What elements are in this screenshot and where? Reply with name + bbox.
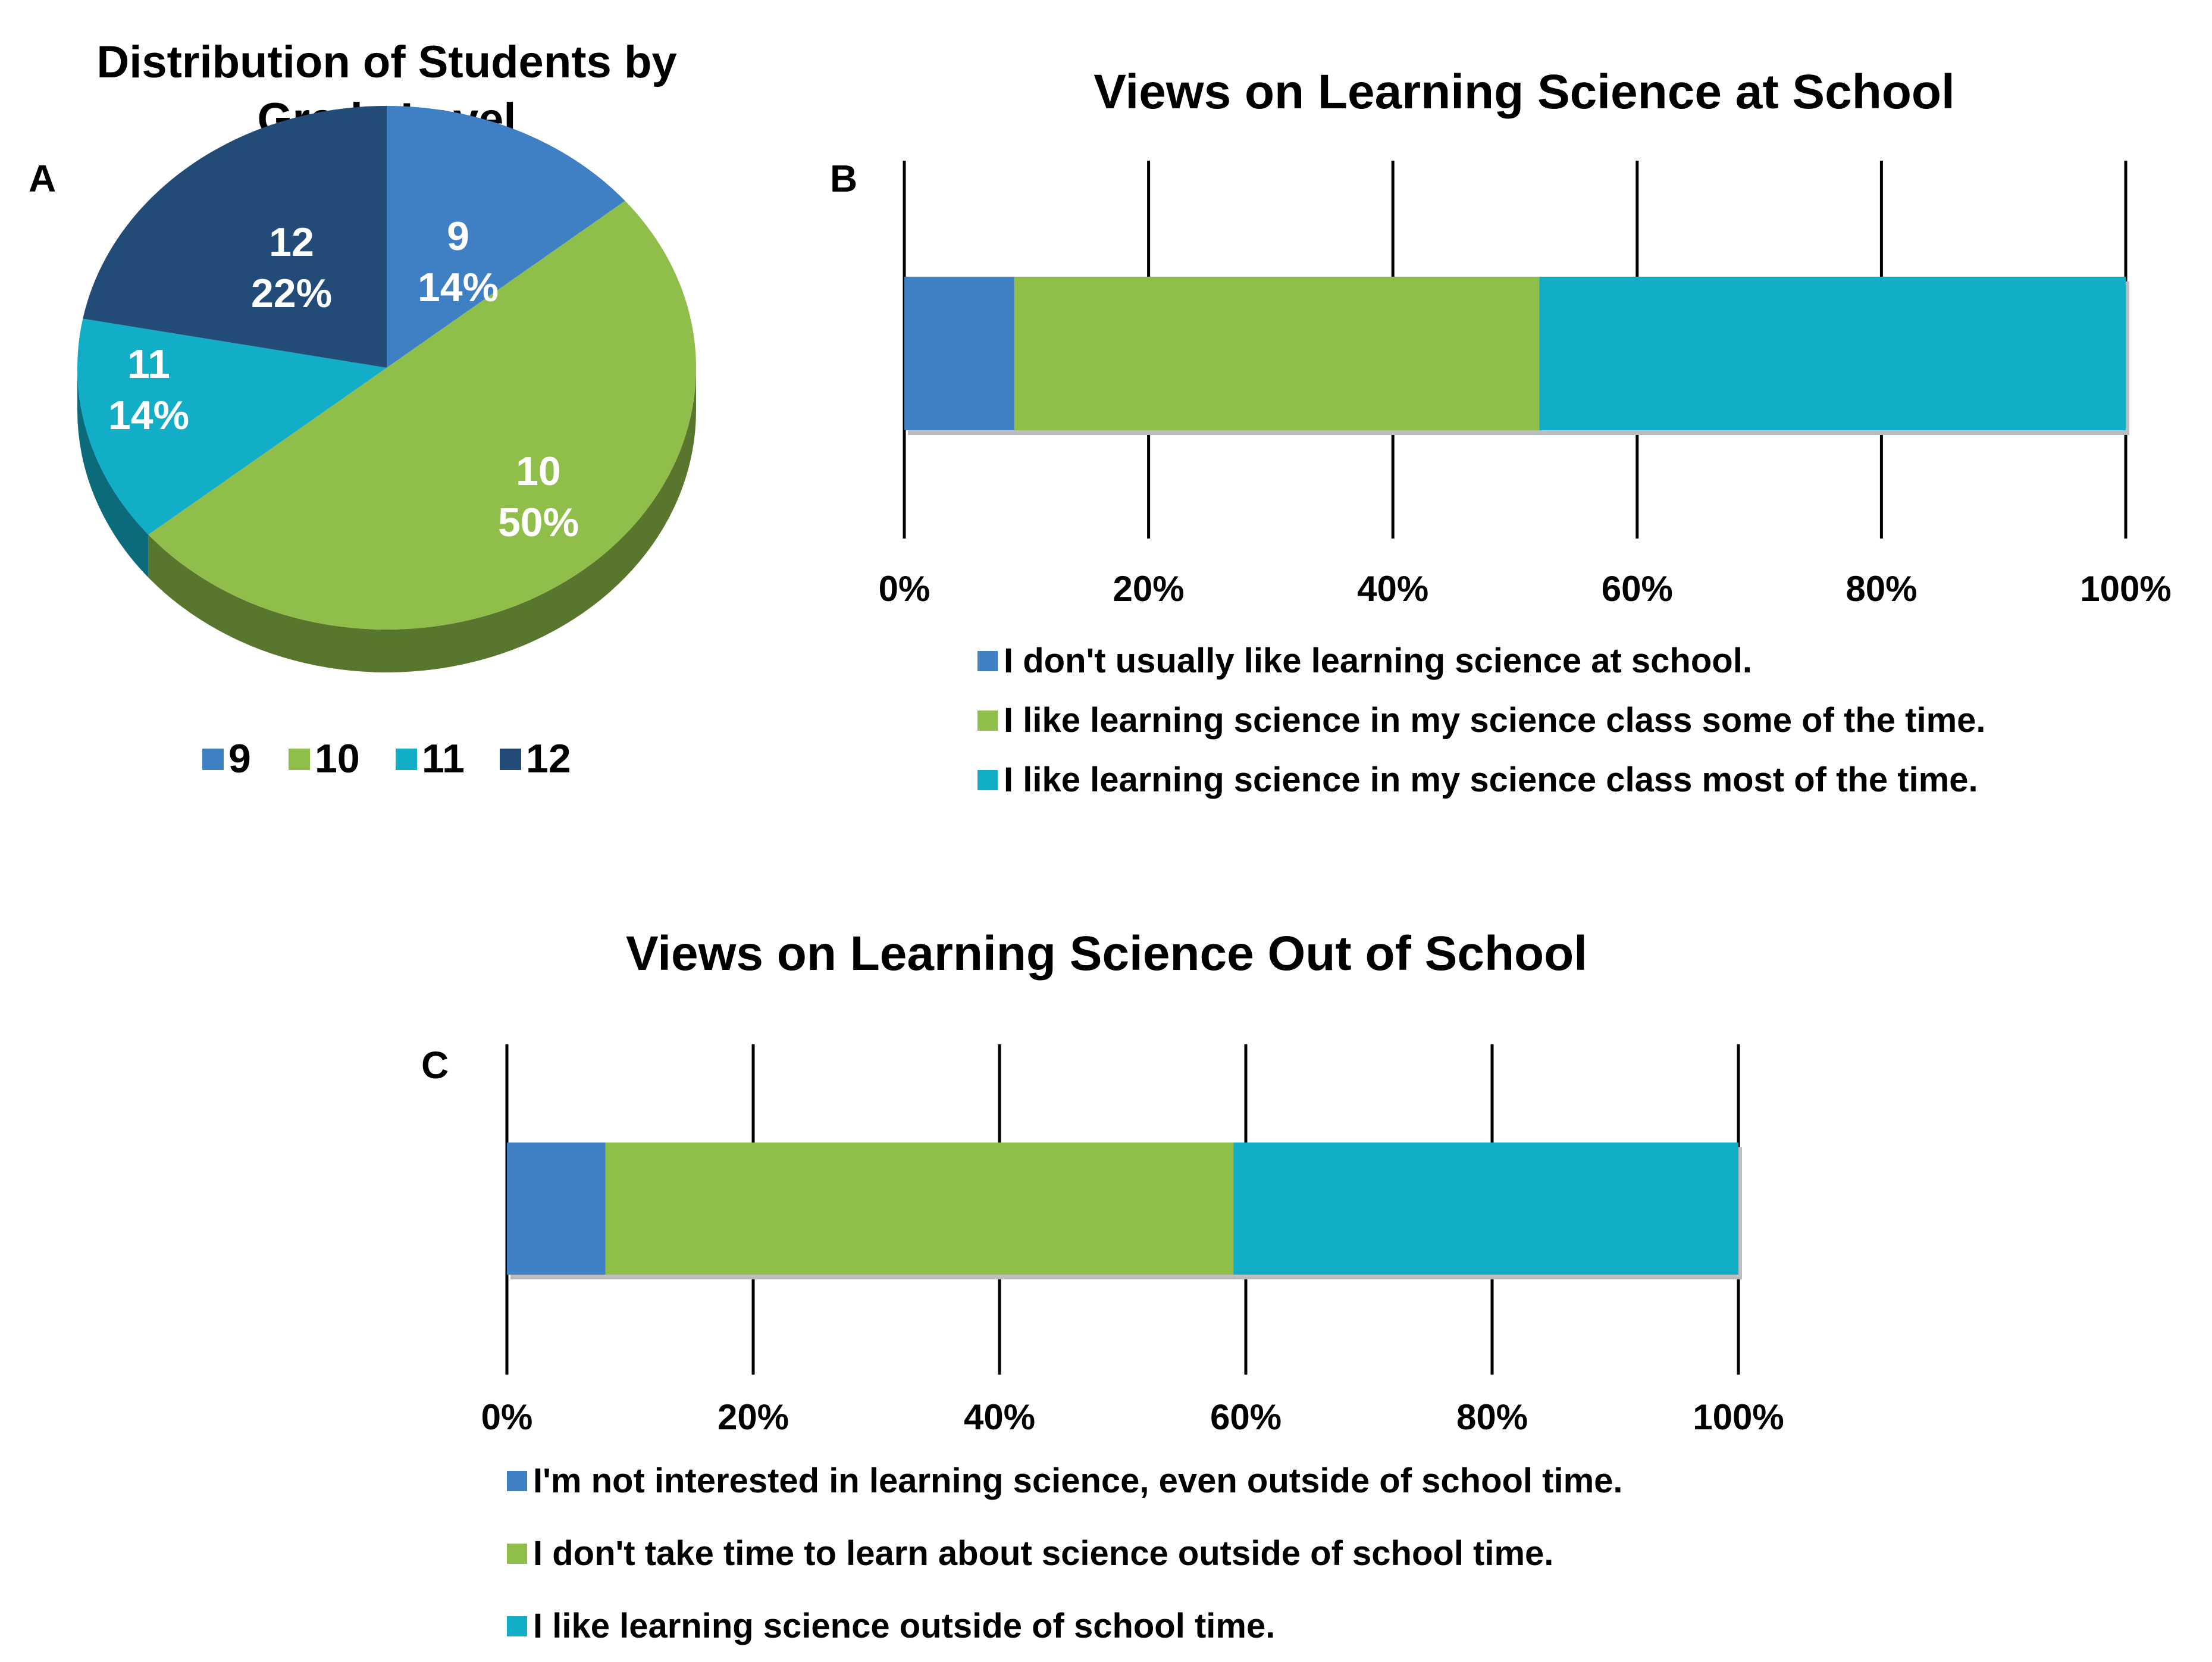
pie-slice-11: [77, 318, 387, 535]
bar-chart-b-legend-swatch-0: [977, 651, 998, 671]
bar-chart-c-legend-label-2: I like learning science outside of schoo…: [533, 1607, 1275, 1645]
pie-legend-swatch-10: [289, 749, 310, 770]
bar-chart-c-legend-label-0: I'm not interested in learning science, …: [533, 1461, 1623, 1500]
bar-chart-b-legend-label-2: I like learning science in my science cl…: [1004, 760, 1978, 799]
bar-chart-c-plot: 0% 20% 40% 60% 80% 100%: [481, 1044, 1784, 1437]
bar-chart-b-bar-segment-2: [1539, 277, 2126, 430]
pie-slice-label-pct-12: 22%: [251, 271, 332, 316]
bar-chart-c-tick-label-1: 20%: [718, 1397, 789, 1437]
panel-label-c: C: [421, 1044, 449, 1087]
bar-chart-b-tick-label-2: 40%: [1357, 569, 1428, 609]
bar-chart-b-bar-segment-1: [1014, 277, 1540, 430]
bar-chart-c-bar-segment-1: [605, 1143, 1234, 1275]
bar-chart-b-legend-label-1: I like learning science in my science cl…: [1004, 701, 1986, 740]
pie-slices: [77, 106, 696, 630]
pie-slice-label-name-10: 10: [516, 449, 561, 494]
pie-side-11: [77, 368, 149, 578]
panel-label-a: A: [29, 157, 56, 200]
pie-slice-label-name-12: 12: [269, 220, 314, 265]
bar-chart-c-tick-label-3: 60%: [1210, 1397, 1282, 1437]
pie-slice-label-pct-11: 14%: [108, 393, 189, 438]
bar-chart-b-legend-swatch-2: [977, 770, 998, 790]
panel-label-b: B: [830, 157, 857, 200]
pie-slice-label-pct-10: 50%: [498, 500, 579, 545]
panel-c-stacked-bar-chart: C Views on Learning Science Out of Schoo…: [421, 927, 1784, 1645]
bar-chart-c-tick-label-0: 0%: [481, 1397, 533, 1437]
bar-chart-c-legend-swatch-1: [507, 1544, 527, 1564]
pie-slice-label-name-9: 9: [447, 214, 469, 259]
bar-chart-b-bar-segment-0: [904, 277, 1014, 430]
panel-b-stacked-bar-chart: B Views on Learning Science at School 0%…: [830, 65, 2172, 799]
bar-chart-b-legend-label-0: I don't usually like learning science at…: [1004, 641, 1752, 680]
bar-chart-c-legend: I'm not interested in learning science, …: [507, 1461, 1623, 1645]
bar-chart-c-tick-label-4: 80%: [1456, 1397, 1528, 1437]
bar-chart-c-legend-label-1: I don't take time to learn about science…: [533, 1534, 1553, 1573]
pie-slice-label-name-11: 11: [127, 342, 170, 387]
pie-legend-swatch-12: [500, 749, 521, 770]
pie-slice-9: [387, 106, 625, 368]
bar-chart-b-tick-label-0: 0%: [879, 569, 930, 609]
bar-chart-c-tick-label-5: 100%: [1693, 1397, 1784, 1437]
pie-side-10: [148, 368, 696, 673]
pie-legend-label-10: 10: [315, 736, 360, 781]
bar-chart-c-legend-swatch-2: [507, 1616, 527, 1636]
panel-a-pie-chart: A Distribution of Students by Grade Leve…: [29, 37, 696, 781]
pie-slice-10: [148, 201, 696, 630]
pie-legend-label-11: 11: [422, 736, 465, 781]
pie-legend-label-12: 12: [526, 736, 571, 781]
pie-legend-label-9: 9: [228, 736, 251, 781]
bar-chart-b-tick-label-5: 100%: [2080, 569, 2171, 609]
bar-chart-b-plot: 0% 20% 40% 60% 80% 100%: [879, 161, 2172, 609]
bar-chart-c-legend-swatch-0: [507, 1471, 527, 1491]
bar-chart-c-bar-segment-2: [1233, 1143, 1738, 1275]
pie-legend-swatch-11: [396, 749, 417, 770]
bar-chart-c-tick-label-2: 40%: [964, 1397, 1035, 1437]
pie-chart-title-line-1: Distribution of Students by: [96, 37, 676, 87]
bar-chart-c-bar-segment-0: [507, 1143, 606, 1275]
bar-chart-b-legend: I don't usually like learning science at…: [977, 641, 1986, 799]
bar-chart-b-title: Views on Learning Science at School: [1094, 65, 1955, 119]
pie-legend-swatch-9: [202, 749, 224, 770]
pie-3d-side: [77, 368, 696, 673]
bar-chart-b-legend-swatch-1: [977, 711, 998, 731]
bar-chart-b-tick-label-1: 20%: [1113, 569, 1185, 609]
pie-slice-label-pct-9: 14%: [418, 265, 499, 310]
pie-slice-12: [83, 106, 387, 368]
bar-chart-c-title: Views on Learning Science Out of School: [626, 927, 1587, 981]
bar-chart-b-tick-label-3: 60%: [1602, 569, 1673, 609]
bar-chart-b-tick-label-4: 80%: [1846, 569, 1917, 609]
pie-legend: 9 10 11 12: [202, 736, 571, 781]
pie-slice-labels: 9 14% 10 50% 11 14% 12 22%: [108, 214, 579, 545]
